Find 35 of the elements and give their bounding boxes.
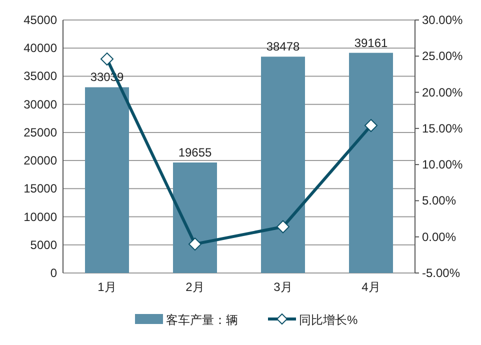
x-tick-label: 1月 [98, 280, 116, 294]
y-tick-label: 0 [50, 266, 58, 280]
y-tick-label: 40000 [24, 41, 58, 56]
x-tick-label: 2月 [186, 280, 204, 294]
x-tick-label: 4月 [362, 280, 380, 294]
point [276, 220, 290, 234]
y-tick-label: 45000 [24, 13, 58, 27]
y2-tick-label: 10.00% [422, 158, 464, 172]
data-label: 39161 [354, 36, 388, 50]
y-tick-label: 30000 [24, 97, 58, 112]
y2-tick-label: 30.00% [422, 13, 464, 27]
legend-label: 客车产量：辆 [166, 313, 238, 327]
legend-label: 同比增长% [299, 313, 358, 327]
y2-tick-label: -5.00% [422, 266, 460, 280]
point [188, 238, 202, 251]
y-tick-label: 35000 [24, 69, 58, 84]
y2-tick-label: 15.00% [422, 121, 464, 136]
y-tick-label: 15000 [24, 182, 58, 196]
y-tick-label: 20000 [24, 154, 58, 168]
y-tick-label: 10000 [24, 210, 58, 224]
data-label: 19655 [178, 145, 212, 160]
y-tick-label: 25000 [24, 125, 58, 140]
bar [85, 87, 129, 273]
y2-tick-label: 5.00% [422, 194, 456, 208]
bar [349, 52, 393, 273]
y-tick-label: 5000 [30, 238, 58, 252]
x-tick-label: 3月 [274, 280, 292, 294]
point [100, 52, 114, 66]
y2-tick-label: 25.00% [422, 49, 464, 64]
y2-tick-label: 20.00% [422, 85, 464, 100]
data-label: 38478 [266, 40, 300, 54]
bar [173, 162, 217, 273]
y2-tick-label: 0.00% [422, 230, 456, 244]
bar [261, 56, 305, 273]
point [364, 119, 378, 132]
